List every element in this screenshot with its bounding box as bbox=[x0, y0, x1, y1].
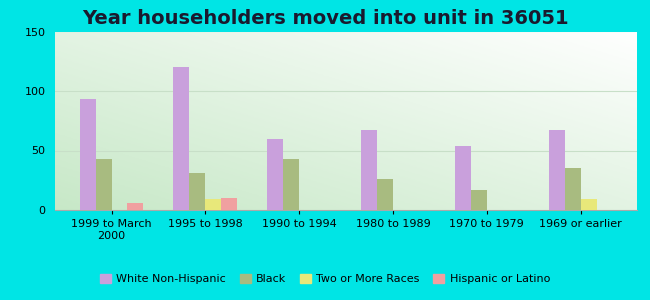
Bar bbox=[377, 179, 393, 210]
Bar bbox=[174, 67, 189, 210]
Bar bbox=[455, 146, 471, 210]
Bar bbox=[565, 168, 580, 210]
Bar bbox=[80, 99, 96, 210]
Bar bbox=[283, 159, 299, 210]
Bar bbox=[471, 190, 487, 210]
Bar bbox=[222, 198, 237, 210]
Bar bbox=[205, 199, 222, 210]
Bar bbox=[127, 203, 144, 210]
Bar bbox=[189, 173, 205, 210]
Bar bbox=[549, 130, 565, 210]
Bar bbox=[580, 199, 597, 210]
Bar bbox=[96, 159, 112, 210]
Bar bbox=[267, 139, 283, 210]
Legend: White Non-Hispanic, Black, Two or More Races, Hispanic or Latino: White Non-Hispanic, Black, Two or More R… bbox=[96, 269, 554, 288]
Bar bbox=[361, 130, 377, 210]
Text: Year householders moved into unit in 36051: Year householders moved into unit in 360… bbox=[82, 9, 568, 28]
